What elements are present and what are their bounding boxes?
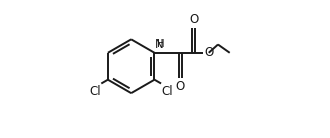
Text: Cl: Cl bbox=[89, 85, 101, 98]
Text: O: O bbox=[204, 46, 213, 59]
Text: O: O bbox=[176, 80, 185, 93]
Text: H: H bbox=[157, 39, 164, 49]
Text: Cl: Cl bbox=[162, 85, 173, 98]
Text: O: O bbox=[189, 13, 198, 26]
Text: N: N bbox=[154, 38, 163, 51]
